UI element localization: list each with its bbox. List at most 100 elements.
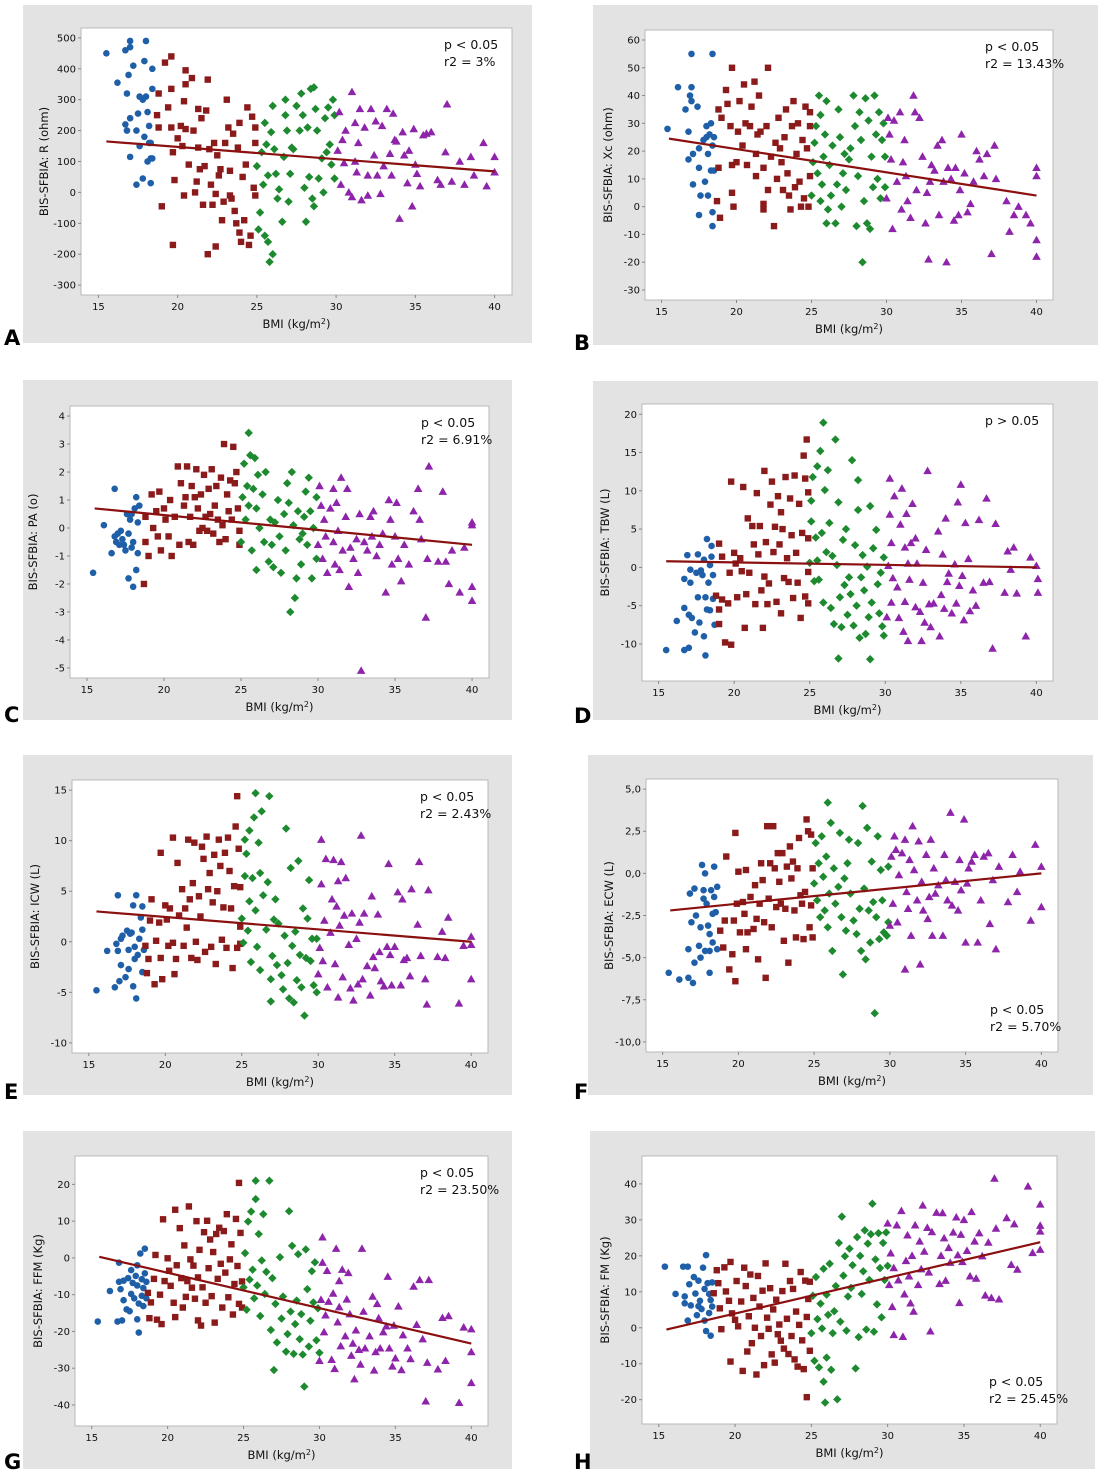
data-point-obese: [356, 666, 366, 674]
data-point-overweight: [826, 191, 836, 200]
data-point-normal: [805, 203, 812, 210]
data-point-obese: [927, 160, 936, 169]
data-point-underweight: [703, 900, 710, 908]
y-tick-label: 0: [59, 524, 65, 535]
data-point-normal: [728, 161, 736, 169]
data-point-normal: [222, 536, 229, 543]
data-point-normal: [721, 639, 729, 646]
data-point-obese: [455, 157, 465, 165]
data-point-underweight: [141, 57, 148, 65]
data-point-normal: [796, 178, 803, 185]
data-point-obese: [336, 1341, 346, 1350]
data-point-normal: [797, 203, 805, 210]
data-point-normal: [212, 243, 219, 250]
superscript: 2: [873, 322, 878, 331]
data-point-overweight: [242, 1305, 251, 1314]
data-point-normal: [241, 217, 248, 224]
data-point-normal: [174, 859, 181, 867]
x-axis-title-rest: ): [877, 703, 882, 717]
x-tick-label: 40: [1030, 688, 1043, 699]
data-point-underweight: [692, 912, 700, 919]
data-point-overweight: [831, 219, 840, 228]
data-point-overweight: [301, 487, 310, 496]
data-point-obese: [355, 104, 365, 113]
data-point-normal: [171, 176, 178, 184]
data-point-obese: [342, 1295, 352, 1303]
data-point-overweight: [240, 871, 250, 881]
data-point-overweight: [846, 889, 855, 898]
data-point-normal: [155, 90, 162, 97]
data-point-normal: [773, 598, 780, 606]
plot-area: [641, 403, 1054, 682]
data-point-overweight: [867, 152, 876, 161]
data-point-normal: [220, 440, 228, 448]
data-point-normal: [742, 120, 749, 127]
data-point-overweight: [285, 169, 295, 179]
data-point-normal: [726, 966, 733, 973]
data-point-underweight: [111, 983, 119, 991]
data-point-normal: [202, 1299, 209, 1306]
data-point-obese: [1035, 1221, 1045, 1229]
data-point-normal: [179, 1304, 187, 1311]
data-point-normal: [203, 833, 210, 840]
data-point-obese: [321, 854, 331, 863]
series-underweight: [661, 1251, 716, 1339]
data-point-obese: [330, 1364, 339, 1373]
data-point-normal: [235, 1179, 243, 1187]
x-tick-label: 30: [881, 1431, 894, 1442]
data-point-overweight: [299, 512, 309, 522]
data-point-obese: [894, 870, 904, 879]
data-point-obese: [956, 885, 966, 894]
data-point-obese: [466, 932, 476, 940]
data-point-normal: [764, 64, 772, 71]
data-point-obese: [319, 1327, 329, 1336]
data-point-normal: [225, 1294, 232, 1301]
data-point-obese: [900, 1289, 909, 1298]
y-tick-label: -4: [55, 635, 65, 646]
data-point-normal: [214, 888, 221, 895]
data-point-obese: [466, 1378, 476, 1387]
data-point-obese: [454, 1398, 464, 1406]
data-point-normal: [777, 509, 785, 516]
data-point-obese: [936, 1251, 946, 1260]
data-point-obese: [885, 921, 895, 929]
x-axis-title-rest: ): [311, 1448, 316, 1462]
data-point-normal: [221, 139, 229, 147]
data-point-overweight: [322, 148, 331, 157]
data-point-normal: [710, 1290, 717, 1297]
data-point-obese: [909, 91, 918, 99]
data-point-obese: [324, 1297, 333, 1305]
data-point-normal: [740, 483, 747, 491]
data-point-obese: [332, 498, 341, 507]
data-point-overweight: [261, 467, 270, 477]
data-point-normal: [777, 610, 785, 617]
data-point-underweight: [684, 1263, 692, 1270]
data-point-overweight: [838, 169, 848, 178]
data-point-normal: [202, 107, 210, 114]
data-point-normal: [194, 505, 202, 512]
data-point-obese: [412, 1320, 421, 1329]
data-point-underweight: [699, 1264, 707, 1272]
data-point-obese: [924, 892, 934, 901]
data-point-obese: [466, 940, 476, 949]
data-point-obese: [898, 1332, 908, 1340]
data-point-normal: [780, 937, 788, 944]
data-point-obese: [339, 158, 349, 167]
data-point-normal: [783, 554, 791, 562]
data-point-obese: [333, 1317, 342, 1326]
data-point-underweight: [139, 903, 146, 910]
data-point-underweight: [691, 885, 698, 892]
data-point-overweight: [877, 135, 887, 145]
y-tick-label: -30: [54, 1364, 70, 1375]
data-point-obese: [329, 484, 338, 493]
series-obese: [885, 808, 1046, 973]
data-point-overweight: [865, 224, 875, 234]
data-point-overweight: [289, 144, 298, 154]
data-point-normal: [223, 944, 230, 952]
data-point-normal: [797, 892, 804, 899]
data-point-obese: [924, 1267, 934, 1276]
x-axis-title: BMI (kg/m2): [246, 700, 314, 714]
data-point-obese: [923, 466, 932, 475]
data-point-normal: [724, 100, 731, 108]
